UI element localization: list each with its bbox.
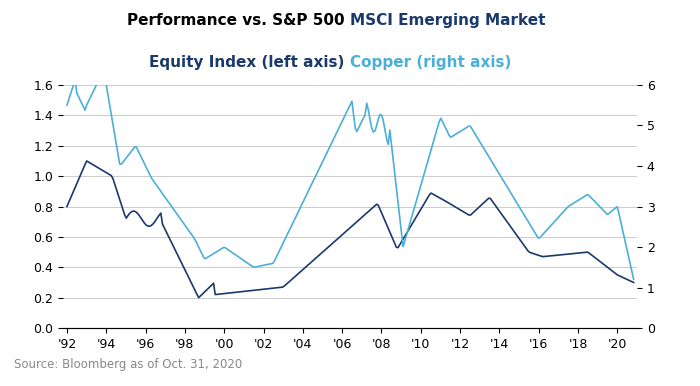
Text: MSCI Emerging Market: MSCI Emerging Market (350, 13, 545, 28)
Text: Source: Bloomberg as of Oct. 31, 2020: Source: Bloomberg as of Oct. 31, 2020 (14, 357, 242, 371)
Text: Copper (right axis): Copper (right axis) (350, 55, 512, 70)
Text: Performance vs. S&P 500: Performance vs. S&P 500 (127, 13, 350, 28)
Text: Equity Index (left axis): Equity Index (left axis) (149, 55, 350, 70)
